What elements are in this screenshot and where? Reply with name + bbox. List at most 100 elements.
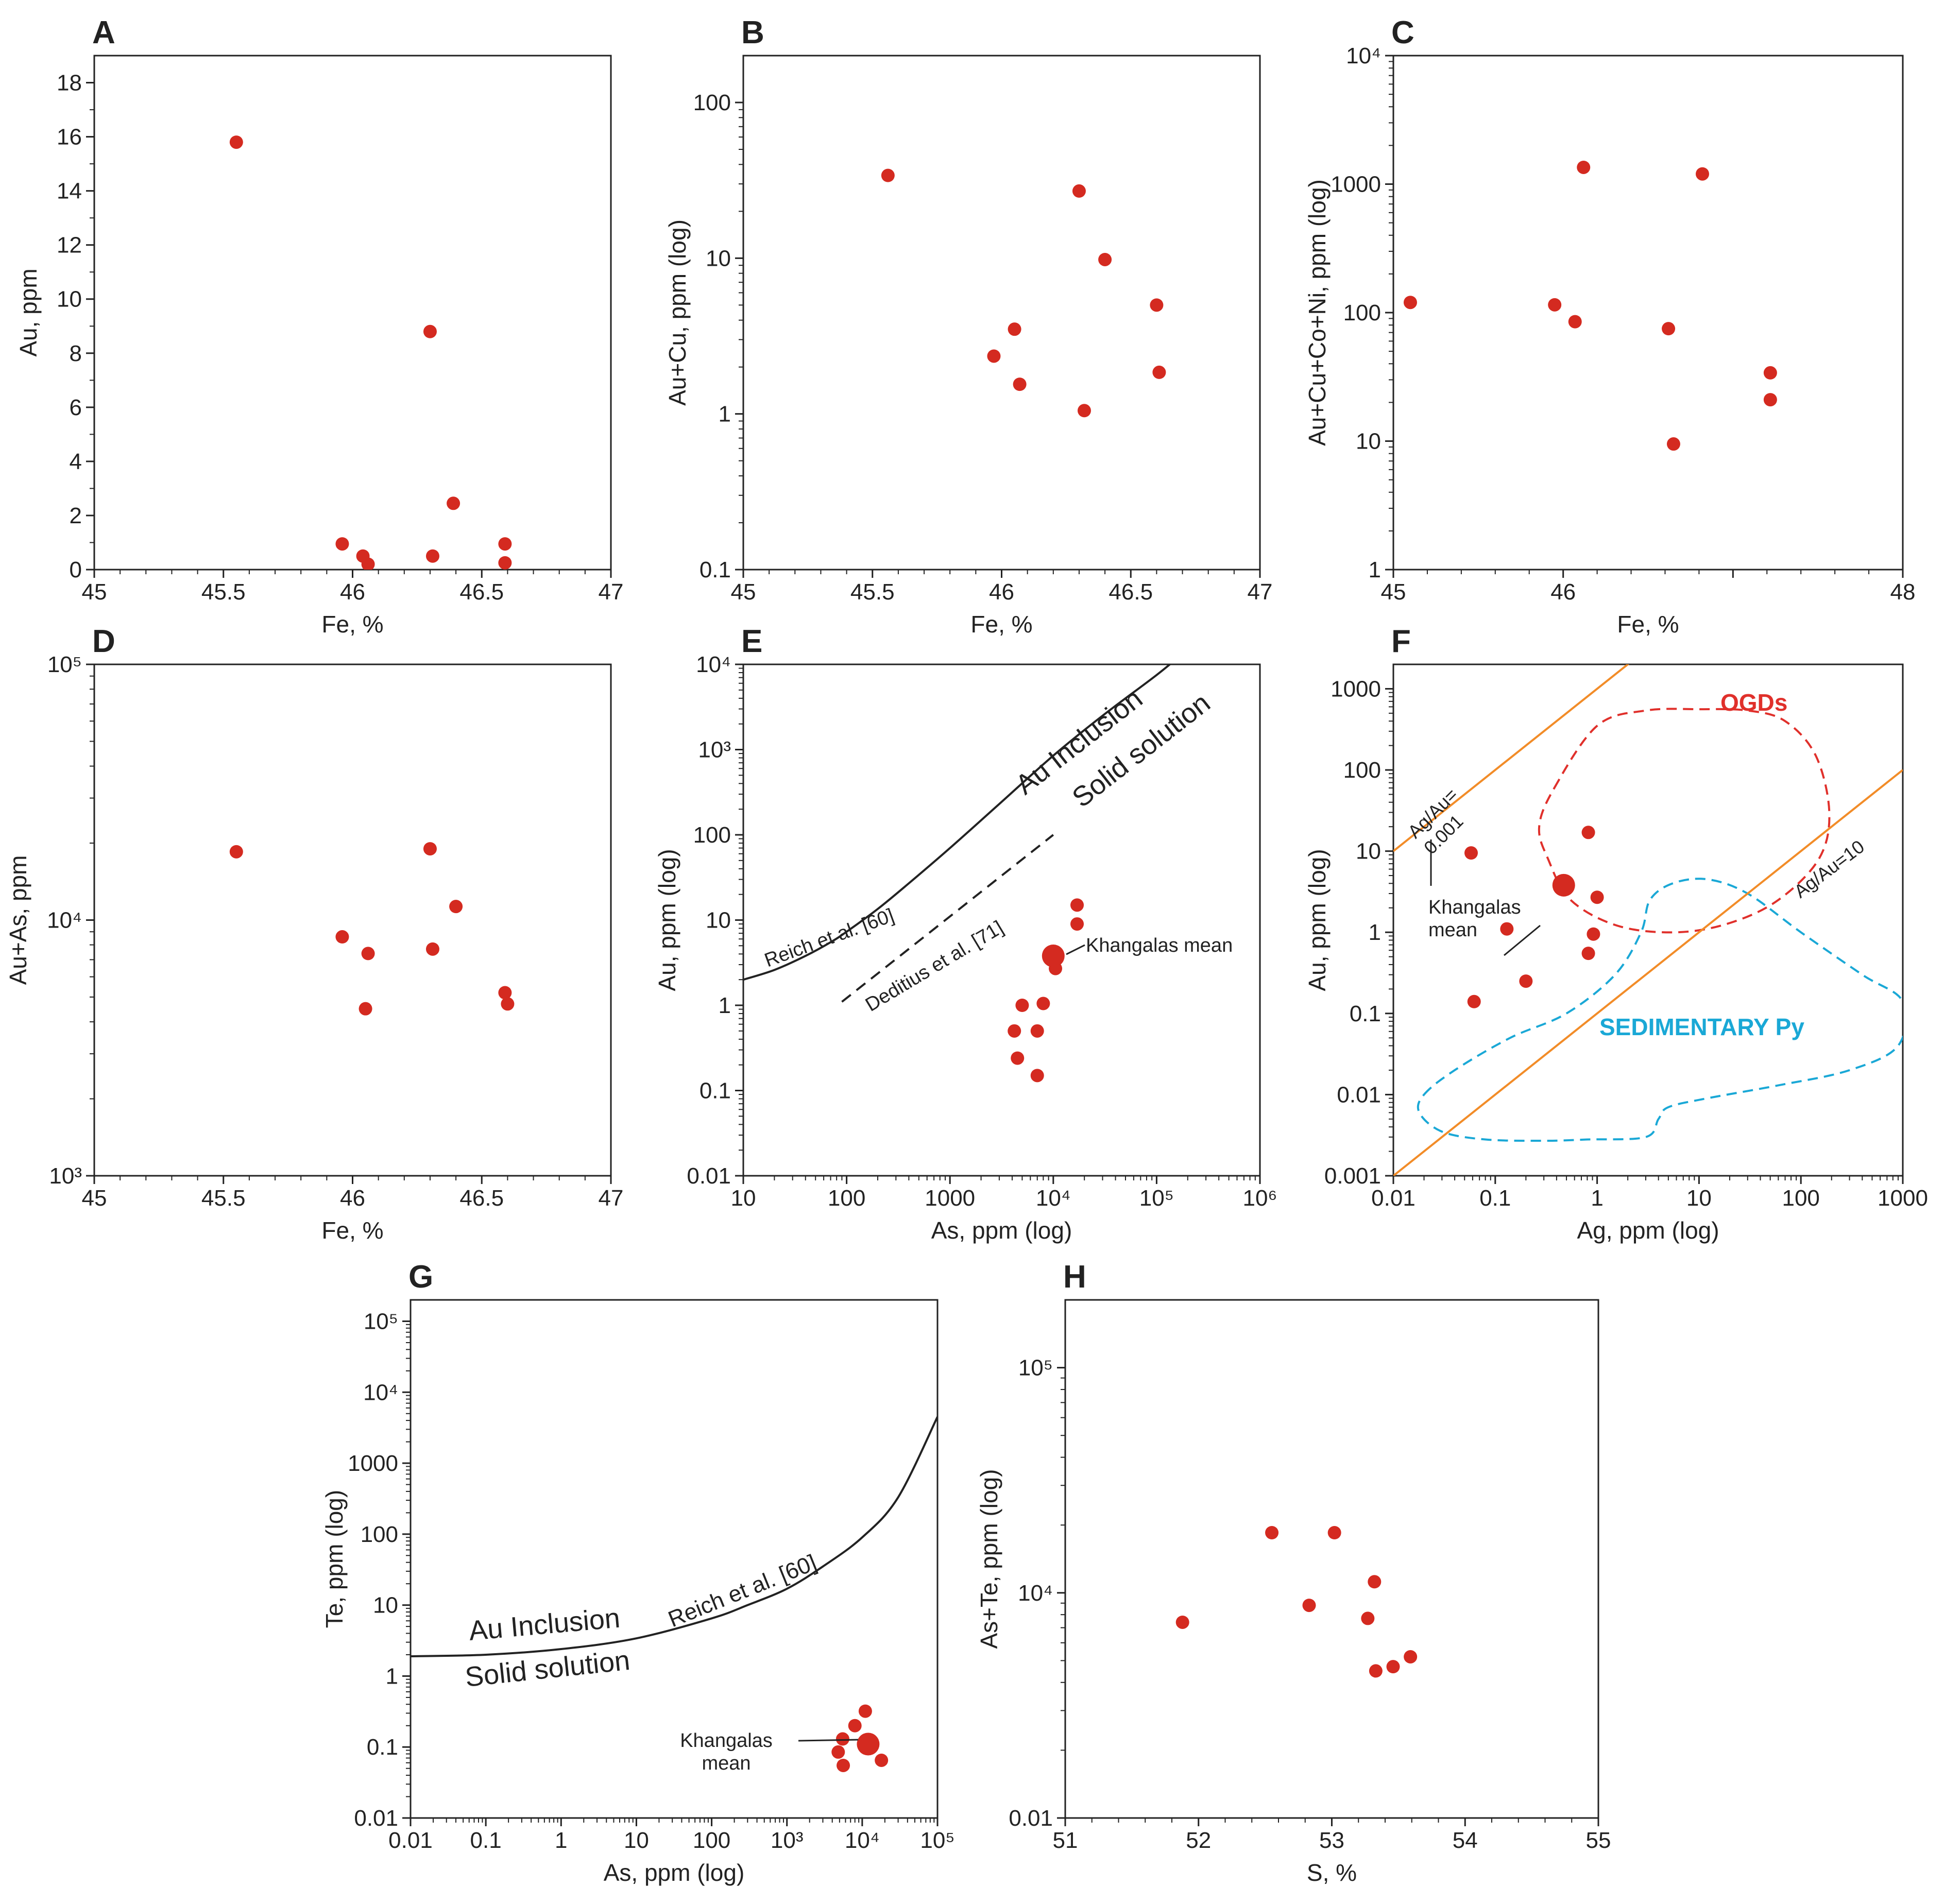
- y-tick-label: 100: [1343, 758, 1381, 783]
- x-tick-label: 52: [1186, 1828, 1211, 1853]
- data-point: [449, 900, 463, 914]
- y-tick-label: 1: [386, 1663, 398, 1689]
- plot-frame: [1392, 55, 1904, 571]
- x-tick-label: 10: [1686, 1186, 1712, 1211]
- data-point: [1015, 999, 1029, 1012]
- x-tick-label: 45.5: [201, 1186, 246, 1211]
- data-point: [1577, 160, 1591, 174]
- y-tick-label: 12: [57, 233, 82, 258]
- mean-label: Khangalas mean: [1428, 897, 1521, 941]
- plot-area: [1393, 664, 1903, 1176]
- reich-boundary-curve: [743, 664, 1172, 981]
- data-point: [335, 537, 349, 551]
- data-point: [1152, 365, 1166, 379]
- plot-frame: [742, 55, 1261, 571]
- data-point: [447, 496, 461, 510]
- data-point: [1072, 184, 1086, 198]
- data-point: [1265, 1525, 1279, 1539]
- mean-leader-line: [1066, 944, 1085, 955]
- y-tick-label: 0.1: [1350, 1001, 1381, 1026]
- y-axis-title: Au+Cu+Co+Ni, ppm (log): [1304, 179, 1331, 446]
- x-tick-label: 10⁵: [1139, 1186, 1174, 1211]
- region-outline-ogds: [1538, 708, 1831, 934]
- x-tick-label: 1000: [1878, 1186, 1928, 1211]
- x-tick-label: 54: [1453, 1828, 1478, 1853]
- y-tick-label: 0: [70, 557, 82, 582]
- data-point: [1008, 1024, 1021, 1038]
- plot-frame: [1064, 1299, 1599, 1819]
- y-tick-label: 1: [1369, 920, 1381, 945]
- panel-letter: B: [741, 15, 764, 50]
- y-tick-label: 14: [57, 179, 82, 204]
- y-tick-label: 10⁴: [1346, 43, 1381, 68]
- y-tick-label: 18: [57, 71, 82, 96]
- x-tick-label: 46: [989, 579, 1014, 605]
- data-point: [1030, 1024, 1044, 1038]
- plot-area: [411, 1416, 937, 1772]
- data-point: [1568, 315, 1582, 329]
- x-tick-label: 46.5: [1109, 579, 1153, 605]
- plot-frame: [93, 663, 612, 1177]
- x-axis-title: Fe, %: [970, 611, 1032, 638]
- y-tick-label: 2: [70, 503, 82, 528]
- x-tick-label: 51: [1053, 1828, 1078, 1853]
- x-tick-label: 100: [828, 1186, 865, 1211]
- data-point: [1519, 974, 1533, 988]
- data-point: [425, 549, 439, 563]
- y-tick-label: 10⁵: [1018, 1356, 1053, 1381]
- x-tick-label: 45: [731, 579, 756, 605]
- data-point: [1361, 1611, 1375, 1625]
- x-tick-label: 45: [1381, 579, 1406, 605]
- y-tick-label: 1000: [1331, 676, 1381, 701]
- data-point: [1403, 296, 1417, 310]
- panel-letter: A: [92, 15, 115, 50]
- y-tick-label: 10⁵: [364, 1309, 398, 1334]
- data-point: [1030, 1069, 1044, 1083]
- x-axis-title: Fe, %: [1617, 611, 1679, 638]
- label-line: Khangalas: [680, 1730, 773, 1752]
- mean-point: [1042, 945, 1065, 968]
- plot-frame: [410, 1299, 939, 1819]
- x-tick-label: 45: [82, 1186, 107, 1211]
- ratio-line: [1393, 769, 1903, 1176]
- data-point: [881, 168, 895, 182]
- label-line: mean: [1428, 919, 1477, 941]
- y-tick-label: 10⁴: [47, 908, 82, 933]
- data-point: [1369, 1664, 1383, 1678]
- data-point: [1098, 252, 1112, 266]
- y-tick-label: 10³: [49, 1163, 82, 1189]
- panel-letter: D: [92, 624, 115, 659]
- x-tick-label: 100: [693, 1828, 730, 1853]
- x-tick-label: 0.01: [1371, 1186, 1416, 1211]
- y-tick-label: 0.01: [687, 1163, 731, 1189]
- x-tick-label: 1000: [925, 1186, 975, 1211]
- y-tick-label: 0.01: [1009, 1806, 1053, 1831]
- data-point: [1763, 366, 1777, 380]
- data-point: [1070, 898, 1084, 912]
- y-tick-label: 0.01: [1337, 1082, 1381, 1107]
- data-point: [835, 1732, 849, 1746]
- panel-g: G 0.01 0.1 1 10 100 10³ 10⁴ 10⁵ 0.01 0.1 1 10 100 1000…: [321, 1259, 955, 1886]
- y-tick-label: 100: [693, 90, 731, 115]
- x-axis-title: S, %: [1307, 1859, 1357, 1886]
- x-tick-label: 1: [1591, 1186, 1603, 1211]
- data-point: [498, 556, 512, 570]
- reich-boundary-curve: [411, 1416, 937, 1658]
- data-point: [1590, 890, 1604, 904]
- data-point: [1070, 917, 1084, 931]
- y-tick-label: 10: [373, 1593, 398, 1618]
- data-point: [361, 557, 375, 570]
- data-point: [875, 1753, 889, 1767]
- y-tick-label: 0.01: [354, 1806, 398, 1831]
- data-point: [1467, 994, 1481, 1008]
- x-tick-label: 10: [731, 1186, 756, 1211]
- mean-point: [857, 1733, 880, 1756]
- y-tick-label: 10: [706, 908, 731, 933]
- data-point: [1581, 947, 1595, 960]
- mean-leader-line: [1504, 924, 1541, 956]
- x-axis-title: Fe, %: [321, 611, 383, 638]
- data-point: [1013, 378, 1027, 391]
- panel-letter: C: [1391, 15, 1414, 50]
- data-point: [1011, 1051, 1025, 1065]
